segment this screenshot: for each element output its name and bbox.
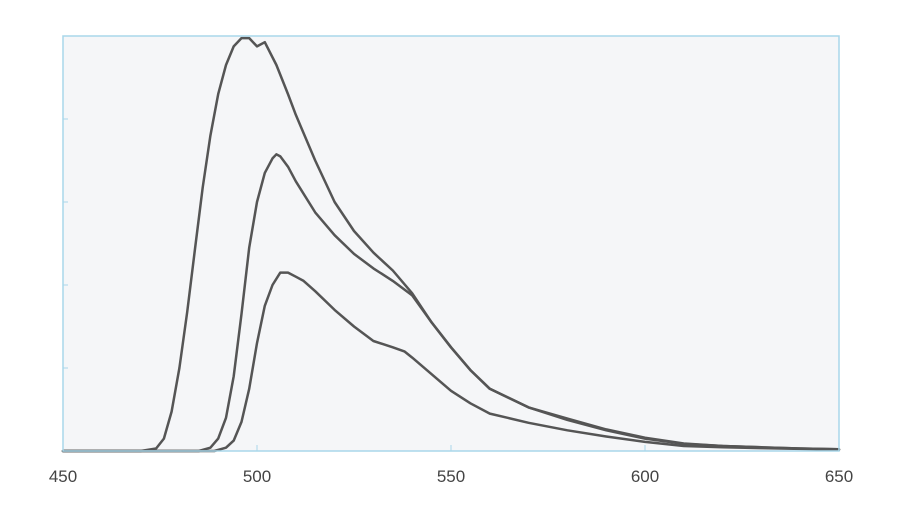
x-tick-label-4: 650 — [825, 467, 853, 486]
series-line-3 — [61, 271, 841, 453]
series-layer — [61, 36, 841, 453]
plot-area — [63, 36, 839, 451]
x-tick-label-2: 550 — [437, 467, 465, 486]
x-tick-label-1: 500 — [243, 467, 271, 486]
x-tick-label-0: 450 — [49, 467, 77, 486]
plot-frame — [62, 35, 840, 452]
x-axis-labels: 450 500 550 600 650 — [49, 467, 853, 486]
y-axis-ticks — [63, 118, 68, 369]
x-tick-label-3: 600 — [631, 467, 659, 486]
series-line-2 — [61, 153, 841, 453]
